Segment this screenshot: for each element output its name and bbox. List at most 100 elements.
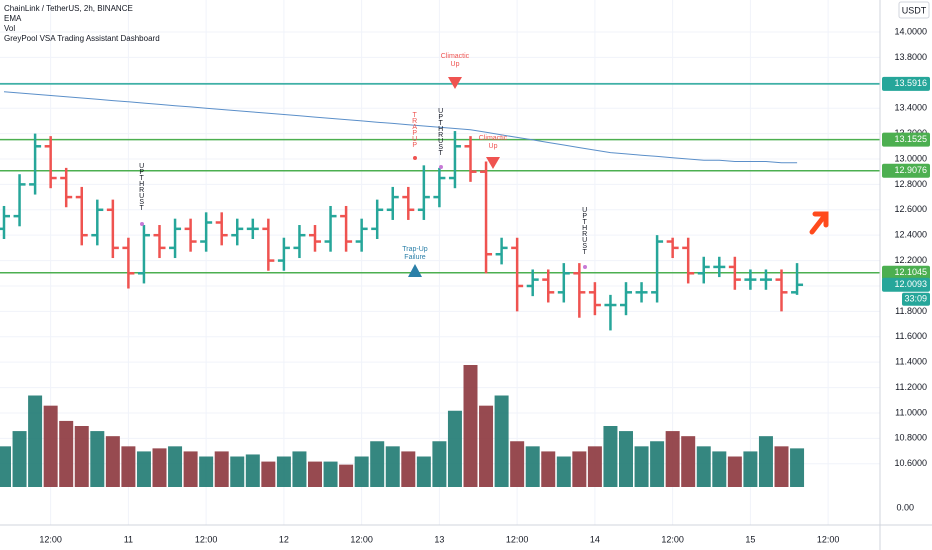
x-tick-label: 12:00 bbox=[39, 534, 62, 544]
volume-bar bbox=[276, 456, 291, 487]
x-tick-label: 12:00 bbox=[350, 534, 373, 544]
upthrust-label: UPTHRUST bbox=[437, 108, 444, 156]
volume-bar bbox=[12, 431, 27, 487]
y-tick-label: 12.2000 bbox=[894, 255, 927, 265]
volume-bar bbox=[308, 461, 322, 487]
volume-bar bbox=[494, 395, 509, 487]
volume-bar bbox=[758, 436, 773, 487]
volume-bar bbox=[525, 446, 540, 487]
volume-bar bbox=[416, 456, 431, 487]
volume-bar bbox=[43, 405, 58, 487]
volume-bar bbox=[556, 456, 571, 487]
volume-bar bbox=[463, 365, 478, 487]
x-tick-label: 15 bbox=[745, 534, 755, 544]
annotation-line: Climactic bbox=[441, 53, 470, 60]
y-tick-label: 11.4000 bbox=[895, 357, 927, 367]
volume-bar bbox=[168, 446, 183, 487]
y-tick-label: 11.6000 bbox=[895, 331, 927, 341]
annotation-line: Climactic bbox=[479, 135, 508, 142]
y-tick-label: 12.6000 bbox=[894, 204, 927, 214]
y-tick-label: 14.0000 bbox=[894, 26, 927, 36]
y-tick-label: 12.8000 bbox=[894, 179, 927, 189]
trapup-label: TRAPUP bbox=[411, 112, 418, 148]
volume-bar bbox=[354, 456, 369, 487]
volume-bar bbox=[650, 441, 665, 487]
volume-bar bbox=[74, 426, 89, 487]
volume-bar bbox=[199, 456, 214, 487]
x-tick-label: 12:00 bbox=[195, 534, 218, 544]
volume-bar bbox=[587, 446, 602, 487]
annotation-line: Up bbox=[451, 61, 460, 68]
volume-bar bbox=[727, 456, 742, 487]
volume-bar bbox=[541, 451, 556, 487]
upthrust-label: UPTHRUST bbox=[581, 207, 588, 255]
volume-bar bbox=[59, 420, 74, 487]
y-tick-label: 10.6000 bbox=[894, 458, 927, 468]
x-tick-label: 12 bbox=[279, 534, 289, 544]
volume-bar bbox=[385, 446, 400, 487]
volume-bar bbox=[121, 446, 136, 487]
level-label: 13.5916 bbox=[894, 78, 927, 88]
level-badge bbox=[882, 163, 930, 178]
countdown-label: 33:09 bbox=[904, 294, 927, 304]
signal-dot bbox=[583, 265, 587, 269]
x-tick-label: 12:00 bbox=[661, 534, 684, 544]
volume-bar bbox=[712, 451, 727, 487]
signal-dot bbox=[439, 165, 443, 169]
volume-bar bbox=[28, 395, 43, 487]
chart-title: ChainLink / TetherUS, 2h, BINANCE bbox=[4, 4, 133, 13]
y-tick-label: 13.4000 bbox=[894, 103, 927, 113]
volume-bar bbox=[790, 448, 805, 487]
y-tick-label: 13.0000 bbox=[894, 153, 927, 163]
volume-bar bbox=[743, 451, 758, 487]
volume-bar bbox=[432, 441, 447, 487]
volume-bar bbox=[339, 464, 354, 487]
annotation: Trap-Up Failure bbox=[402, 246, 428, 261]
annotation-line: Trap-Up bbox=[402, 246, 428, 253]
arrow-icon bbox=[809, 211, 829, 235]
volume-bar bbox=[665, 431, 680, 487]
ema-line bbox=[3, 91, 798, 164]
volume-bar bbox=[183, 451, 198, 487]
volume-bar bbox=[774, 446, 789, 487]
x-tick-label: 12:00 bbox=[506, 534, 529, 544]
signal-dot bbox=[413, 156, 417, 160]
signal-dot bbox=[140, 222, 144, 226]
annotation: Climactic Up bbox=[441, 53, 470, 68]
y-tick-label: 11.8000 bbox=[895, 306, 927, 316]
volume-bar bbox=[261, 461, 276, 487]
volume-bar bbox=[634, 446, 649, 487]
y-tick-label: 11.0000 bbox=[895, 407, 927, 417]
x-tick-label: 12:00 bbox=[817, 534, 840, 544]
volume-bar bbox=[214, 451, 229, 487]
annotation-line: Failure bbox=[404, 254, 426, 261]
last-price-badge bbox=[882, 277, 930, 292]
level-badge bbox=[882, 132, 930, 147]
volume-bar bbox=[152, 448, 167, 487]
volume-bar bbox=[479, 405, 494, 487]
level-badge bbox=[882, 265, 930, 280]
volume-bar bbox=[0, 446, 11, 487]
signal-triangle bbox=[448, 77, 462, 89]
volume-bar bbox=[292, 451, 307, 487]
volume-bar bbox=[245, 454, 260, 487]
indicator-label: GreyPool VSA Trading Assistant Dashboard bbox=[4, 34, 160, 43]
y-tick-label: 11.2000 bbox=[895, 382, 927, 392]
volume-bar bbox=[681, 436, 696, 487]
signal-triangle bbox=[408, 264, 422, 277]
volume-bar bbox=[696, 446, 711, 487]
currency-box[interactable] bbox=[898, 1, 930, 19]
volume-bar bbox=[447, 410, 462, 487]
volume-bar bbox=[90, 431, 105, 487]
level-label: 13.1525 bbox=[894, 134, 927, 144]
volume-bar bbox=[603, 426, 618, 487]
volume-bar bbox=[401, 451, 416, 487]
indicator-label: EMA bbox=[4, 14, 22, 23]
volume-bar bbox=[510, 441, 525, 487]
currency[interactable]: USDT bbox=[902, 5, 927, 15]
level-label: 12.9076 bbox=[894, 165, 927, 175]
plot bbox=[0, 83, 880, 487]
x-tick-label: 11 bbox=[124, 534, 133, 544]
volume-bar bbox=[619, 431, 633, 487]
